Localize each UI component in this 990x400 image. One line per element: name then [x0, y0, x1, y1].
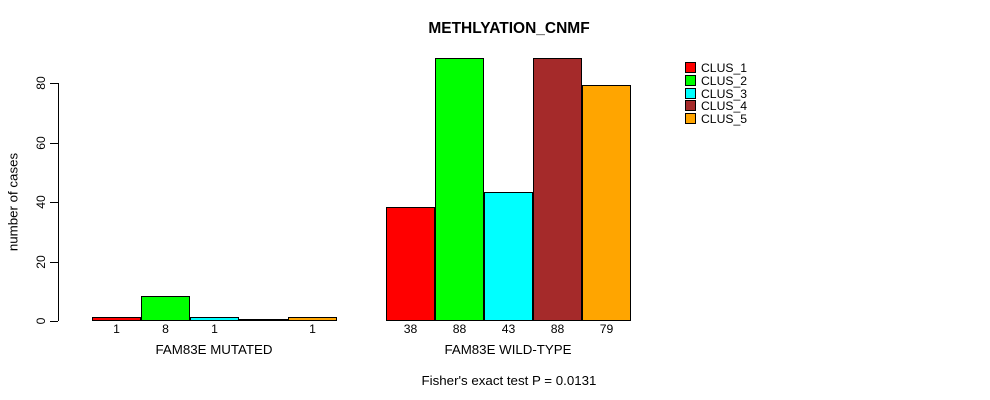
legend-swatch-clus_4: [685, 100, 696, 111]
legend-swatch-clus_1: [685, 62, 696, 73]
bar-value-label: 1: [211, 322, 218, 336]
y-axis-tick-label: 40: [34, 195, 48, 209]
legend-label-clus_3: CLUS_3: [701, 87, 748, 101]
y-axis-tick: [50, 143, 58, 144]
bar-clus_4-group2: [533, 58, 582, 321]
bar-value-label: 8: [162, 322, 169, 336]
bar-clus_1-group1: [92, 317, 141, 321]
bar-value-label: 1: [113, 322, 120, 336]
bar-value-label: 79: [599, 322, 614, 336]
y-axis-tick: [50, 321, 58, 322]
chart-title: METHLYATION_CNMF: [428, 20, 590, 37]
y-axis-tick-label: 20: [34, 255, 48, 269]
legend-label-clus_5: CLUS_5: [701, 112, 748, 126]
legend-swatch-clus_5: [685, 113, 696, 124]
bar-clus_4-group1: [239, 319, 288, 321]
group-label-mutated: FAM83E MUTATED: [155, 342, 273, 357]
y-axis-tick-label: 60: [34, 136, 48, 150]
legend-swatch-clus_2: [685, 75, 696, 86]
group-label-wild-type: FAM83E WILD-TYPE: [444, 342, 572, 357]
y-axis-tick: [50, 202, 58, 203]
bar-clus_5-group2: [582, 85, 631, 321]
bar-clus_1-group2: [386, 207, 435, 321]
legend-swatch-clus_3: [685, 88, 696, 99]
y-axis-label: number of cases: [5, 152, 21, 252]
bar-value-label: 38: [403, 322, 418, 336]
y-axis-tick-label: 0: [34, 317, 48, 325]
bar-clus_3-group1: [190, 317, 239, 321]
bar-value-label: 88: [550, 322, 565, 336]
legend-label-clus_1: CLUS_1: [701, 61, 748, 75]
bar-clus_3-group2: [484, 192, 533, 321]
y-axis-tick: [50, 262, 58, 263]
y-axis-line: [58, 83, 59, 321]
bar-value-label: 43: [501, 322, 516, 336]
bar-clus_5-group1: [288, 317, 337, 321]
y-axis-tick: [50, 83, 58, 84]
bar-clus_2-group2: [435, 58, 484, 321]
bar-value-label: 88: [452, 322, 467, 336]
y-axis-tick-label: 80: [34, 76, 48, 90]
legend-label-clus_4: CLUS_4: [701, 99, 748, 113]
bar-clus_2-group1: [141, 296, 190, 321]
legend-label-clus_2: CLUS_2: [701, 74, 748, 88]
footnote-fishers-test: Fisher's exact test P = 0.0131: [421, 373, 597, 388]
bar-value-label: 1: [309, 322, 316, 336]
